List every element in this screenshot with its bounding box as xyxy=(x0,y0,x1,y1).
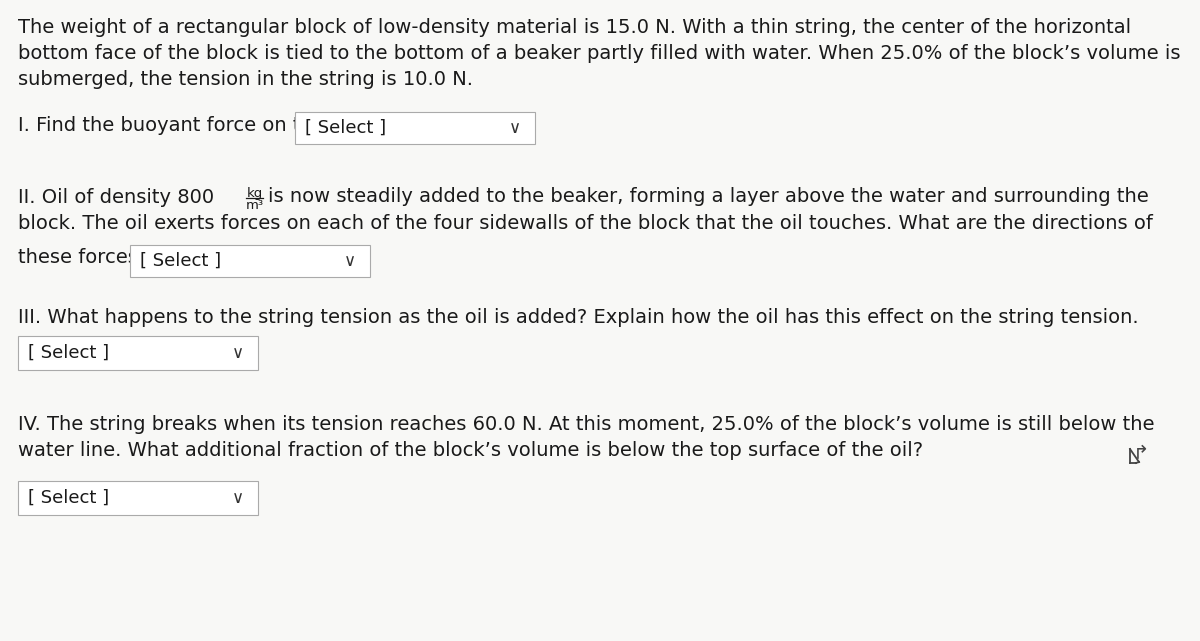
Text: m³: m³ xyxy=(246,199,264,212)
Text: ∨: ∨ xyxy=(509,119,521,137)
FancyBboxPatch shape xyxy=(130,245,370,277)
Text: [ Select ]: [ Select ] xyxy=(28,489,109,507)
Text: [ Select ]: [ Select ] xyxy=(140,252,221,270)
Text: II. Oil of density 800: II. Oil of density 800 xyxy=(18,188,214,207)
Text: submerged, the tension in the string is 10.0 N.: submerged, the tension in the string is … xyxy=(18,70,473,89)
Text: block. The oil exerts forces on each of the four sidewalls of the block that the: block. The oil exerts forces on each of … xyxy=(18,214,1153,233)
Text: is now steadily added to the beaker, forming a layer above the water and surroun: is now steadily added to the beaker, for… xyxy=(268,188,1148,206)
Text: I. Find the buoyant force on the block.: I. Find the buoyant force on the block. xyxy=(18,116,389,135)
Text: kg: kg xyxy=(247,187,263,200)
Text: [ Select ]: [ Select ] xyxy=(305,119,386,137)
Text: water line. What additional fraction of the block’s volume is below the top surf: water line. What additional fraction of … xyxy=(18,441,923,460)
FancyBboxPatch shape xyxy=(18,336,258,370)
Text: bottom face of the block is tied to the bottom of a beaker partly filled with wa: bottom face of the block is tied to the … xyxy=(18,44,1181,63)
Text: IV. The string breaks when its tension reaches 60.0 N. At this moment, 25.0% of : IV. The string breaks when its tension r… xyxy=(18,415,1154,434)
Text: ∨: ∨ xyxy=(232,344,244,362)
FancyBboxPatch shape xyxy=(18,481,258,515)
Text: these forces?: these forces? xyxy=(18,248,149,267)
Text: ∨: ∨ xyxy=(344,252,356,270)
Text: The weight of a rectangular block of low-density material is 15.0 N. With a thin: The weight of a rectangular block of low… xyxy=(18,18,1132,37)
Text: III. What happens to the string tension as the oil is added? Explain how the oil: III. What happens to the string tension … xyxy=(18,308,1139,327)
FancyBboxPatch shape xyxy=(295,112,535,144)
Text: ∨: ∨ xyxy=(232,489,244,507)
Text: ↱: ↱ xyxy=(1133,444,1150,463)
Text: [ Select ]: [ Select ] xyxy=(28,344,109,362)
